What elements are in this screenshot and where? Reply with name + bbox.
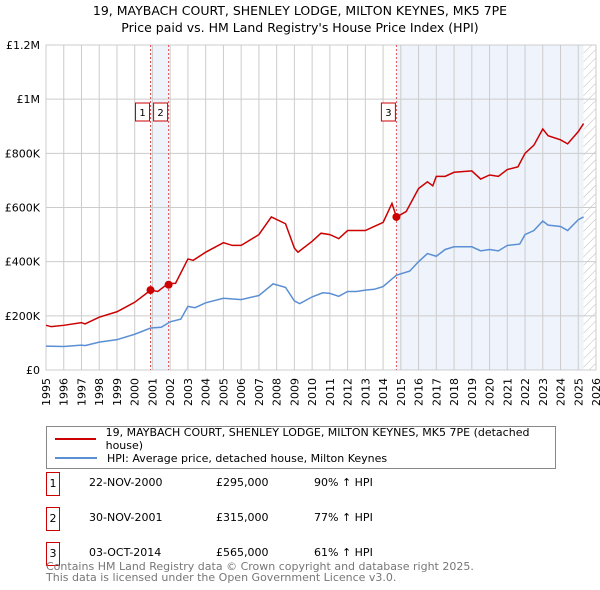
x-tick-label: 2011	[324, 378, 337, 406]
x-tick-label: 2001	[146, 378, 159, 406]
footer-licence: This data is licensed under the Open Gov…	[46, 571, 397, 584]
sale-price: £315,000	[216, 511, 269, 524]
legend: 19, MAYBACH COURT, SHENLEY LODGE, MILTON…	[46, 426, 556, 469]
x-tick-label: 2008	[271, 378, 284, 406]
sale-price: £565,000	[216, 546, 269, 559]
footer-copyright: Contains HM Land Registry data © Crown c…	[46, 560, 474, 573]
x-tick-label: 2023	[537, 378, 550, 406]
legend-item-hpi: HPI: Average price, detached house, Milt…	[55, 450, 387, 466]
legend-swatch	[55, 438, 96, 440]
x-tick-label: 2002	[164, 378, 177, 406]
plot-border	[45, 44, 597, 371]
y-tick-label: £1.2M	[6, 39, 40, 52]
x-tick-label: 2014	[377, 378, 390, 406]
price-chart: 1995 1996 1997 1998 1999 2000 2001 2002 2003 2004…	[5, 39, 600, 406]
x-tick-label: 2000	[129, 378, 142, 406]
x-tick-label: 2013	[359, 378, 372, 406]
x-tick-label: 2020	[484, 378, 497, 406]
x-tick-label: 2026	[590, 378, 600, 406]
sale-date: 03-OCT-2014	[89, 546, 162, 559]
x-tick-label: 2004	[200, 378, 213, 406]
sale-label-box	[380, 102, 396, 122]
x-tick-label: 2024	[555, 378, 568, 406]
legend-item-property: 19, MAYBACH COURT, SHENLEY LODGE, MILTON…	[55, 426, 555, 452]
sale-label: 2	[157, 108, 163, 119]
y-tick-label: £1M	[17, 93, 41, 106]
x-tick-label: 2022	[519, 378, 532, 406]
sale-date: 22-NOV-2000	[89, 476, 163, 489]
x-tick-label: 1999	[111, 378, 124, 406]
sale-marker-badge: 1	[46, 472, 60, 496]
series-line	[45, 216, 584, 348]
x-tick-label: 1998	[93, 378, 106, 406]
x-tick-label: 1996	[58, 378, 71, 406]
y-tick-label: £800K	[5, 147, 41, 160]
x-tick-label: 2007	[253, 378, 266, 406]
sale-hpi-diff: 90% ↑ HPI	[314, 476, 373, 489]
x-tick-label: 2019	[466, 378, 479, 406]
legend-swatch	[55, 457, 97, 459]
series-line	[45, 123, 585, 328]
sale-price: £295,000	[216, 476, 269, 489]
y-tick-label: £600K	[5, 202, 41, 215]
sale-label-box	[153, 102, 169, 122]
x-tick-label: 2003	[182, 378, 195, 406]
x-tick-label: 2021	[501, 378, 514, 406]
x-tick-label: 2015	[395, 378, 408, 406]
x-tick-label: 2017	[430, 378, 443, 406]
y-tick-label: £400K	[5, 256, 41, 269]
x-tick-label: 2009	[288, 378, 301, 406]
x-tick-label: 2005	[217, 378, 230, 406]
x-tick-label: 2025	[572, 378, 585, 406]
sale-label: 1	[139, 108, 145, 119]
sale-point	[146, 286, 155, 295]
y-tick-label: £200K	[5, 310, 41, 323]
y-tick-label: £0	[26, 364, 40, 377]
sale-row: 1 22-NOV-2000 £295,000 90% ↑ HPI	[46, 472, 566, 496]
sale-hpi-diff: 77% ↑ HPI	[314, 511, 373, 524]
x-tick-label: 1995	[40, 378, 53, 406]
sale-point	[164, 280, 173, 289]
chart-subtitle: Price paid vs. HM Land Registry's House …	[121, 20, 479, 35]
sale-label-box	[135, 102, 150, 122]
x-tick-label: 2010	[306, 378, 319, 406]
x-tick-label: 2012	[342, 378, 355, 406]
sale-marker-badge: 3	[46, 542, 60, 566]
sale-hpi-diff: 61% ↑ HPI	[314, 546, 373, 559]
sale-row: 2 30-NOV-2001 £315,000 77% ↑ HPI	[46, 507, 566, 531]
x-tick-label: 2016	[413, 378, 426, 406]
chart-title: 19, MAYBACH COURT, SHENLEY LODGE, MILTON…	[92, 3, 508, 18]
legend-label: 19, MAYBACH COURT, SHENLEY LODGE, MILTON…	[105, 426, 530, 452]
sale-point	[392, 212, 401, 221]
x-tick-label: 1997	[75, 378, 88, 406]
sale-row: 3 03-OCT-2014 £565,000 61% ↑ HPI	[46, 542, 566, 566]
x-tick-label: 2006	[235, 378, 248, 406]
x-tick-label: 2018	[448, 378, 461, 406]
legend-label: HPI: Average price, detached house, Milt…	[107, 451, 388, 465]
sale-marker-badge: 2	[46, 507, 60, 531]
sale-date: 30-NOV-2001	[89, 511, 163, 524]
sale-label: 3	[385, 108, 391, 119]
